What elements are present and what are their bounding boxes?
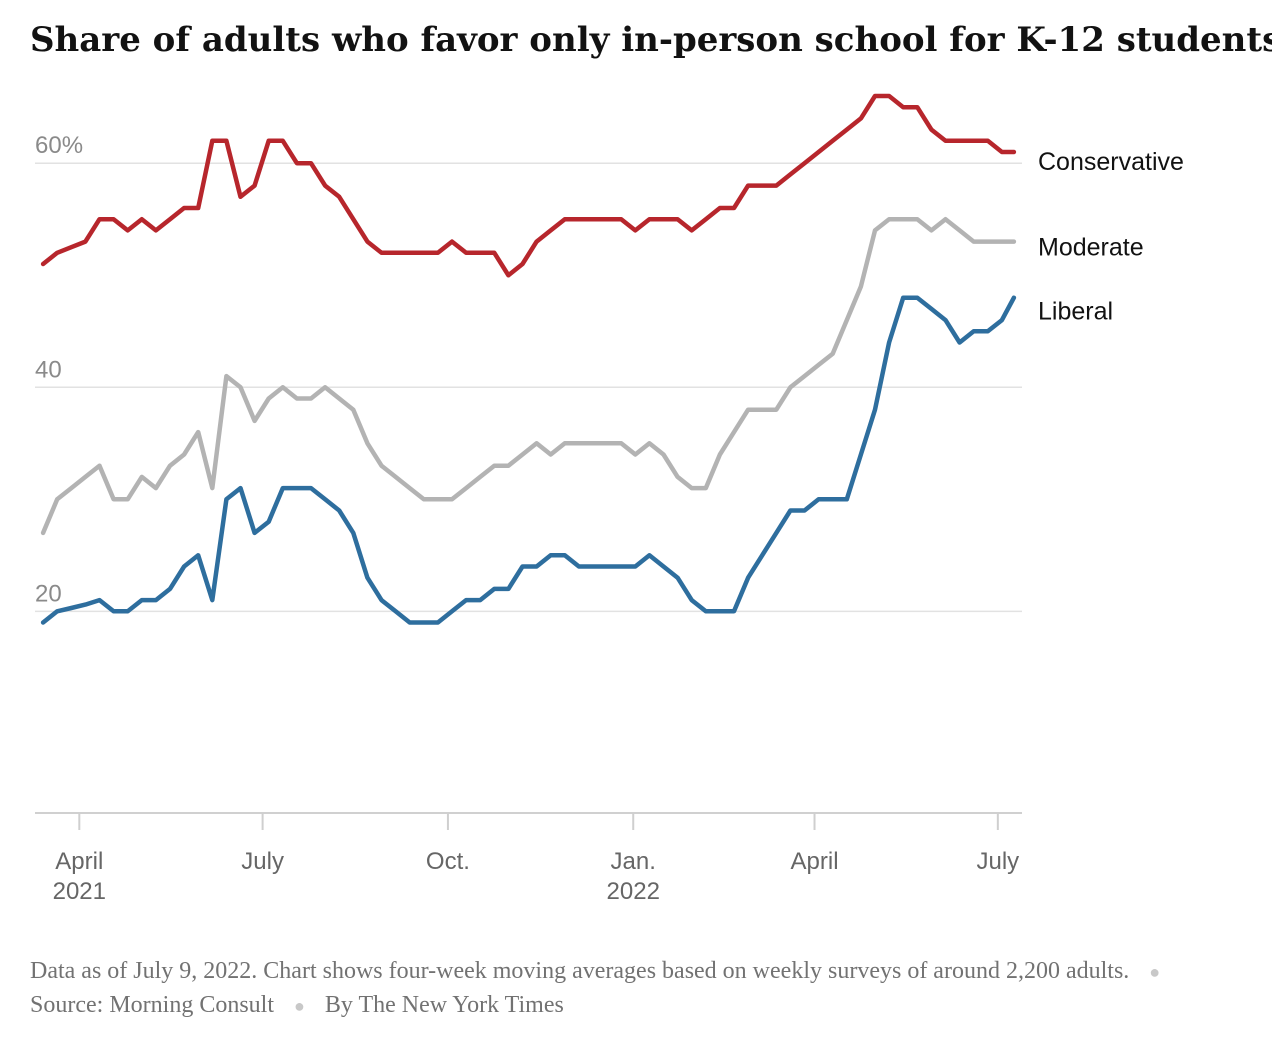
- series-label-moderate: Moderate: [1038, 234, 1144, 262]
- separator-dot: ●: [1149, 962, 1161, 982]
- line-chart: April 2021 July Oct. Jan. 2022 April July 60% 40…: [35, 93, 1184, 905]
- series-line-conservative: [40, 93, 1017, 278]
- x-tick-label: Oct.: [426, 848, 470, 875]
- y-tick-label: 60%: [35, 132, 83, 159]
- series-line-liberal: [40, 295, 1017, 625]
- chart-footnote: Data as of July 9, 2022. Chart shows fou…: [30, 955, 1245, 1023]
- x-tick-label: April: [791, 848, 839, 875]
- x-tick-year-label: 2022: [607, 878, 660, 905]
- chart-title: Share of adults who favor only in-person…: [30, 20, 1272, 60]
- footnote-source: Source: Morning Consult: [30, 992, 274, 1018]
- footnote-note: Data as of July 9, 2022. Chart shows fou…: [30, 958, 1130, 984]
- y-tick-label: 40: [35, 356, 62, 383]
- gridlines: [35, 162, 1022, 613]
- x-tick-year-label: 2021: [53, 878, 106, 905]
- series-label-liberal: Liberal: [1038, 298, 1113, 326]
- footnote-byline: By The New York Times: [324, 992, 564, 1018]
- x-tick-label: July: [241, 848, 284, 875]
- series-lines: [40, 93, 1017, 625]
- x-tick-label: April: [55, 848, 103, 875]
- x-tick-label: Jan.: [611, 848, 656, 875]
- line-labels: Conservative Moderate Liberal: [1038, 148, 1184, 326]
- y-axis-labels: 60% 40 20: [35, 132, 83, 607]
- separator-dot: ●: [294, 996, 305, 1016]
- series-label-conservative: Conservative: [1038, 148, 1184, 176]
- series-line-moderate: [40, 216, 1017, 536]
- y-tick-label: 20: [35, 580, 62, 607]
- x-axis: April 2021 July Oct. Jan. 2022 April July: [35, 812, 1022, 905]
- x-tick-label: July: [976, 848, 1019, 875]
